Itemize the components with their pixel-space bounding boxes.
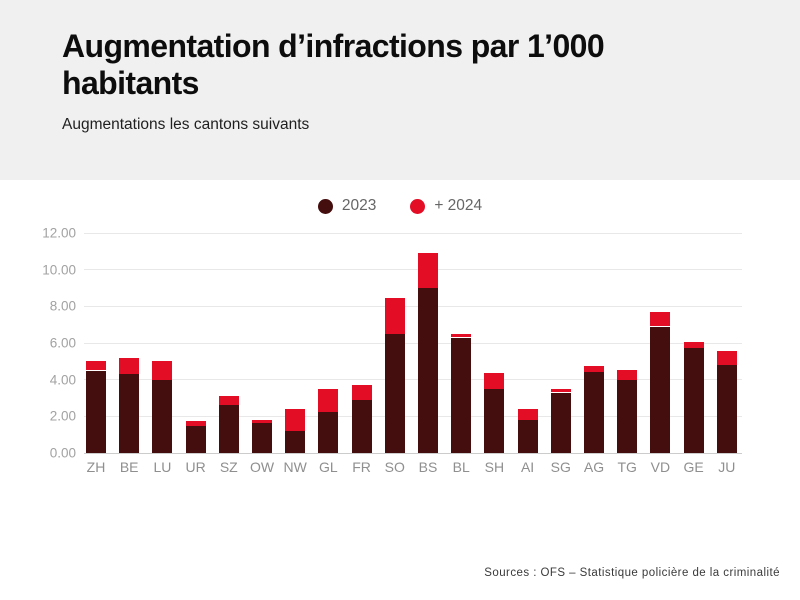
bar-segment-2024-FR	[351, 385, 372, 400]
legend-label: 2023	[341, 197, 377, 214]
x-axis-label-ZH: ZH	[86, 459, 106, 475]
x-axis-label-TG: TG	[617, 459, 637, 475]
bar-segment-2024-BS	[418, 253, 438, 288]
bar-segment-2023-SG	[550, 392, 571, 453]
bar-segment-2024-BE	[119, 357, 140, 375]
gridline-2.00	[84, 415, 742, 417]
bar-segment-2023-GL	[318, 411, 339, 453]
x-axis-label-UR: UR	[185, 459, 206, 475]
legend-item-2024: + 2024	[410, 197, 482, 215]
bar-segment-2023-ZH	[86, 370, 106, 453]
legend-label: + 2024	[434, 197, 483, 214]
x-axis-label-BL: BL	[452, 459, 470, 475]
x-axis-label-GE: GE	[683, 459, 704, 475]
bar-segment-2024-SO	[384, 298, 405, 334]
gridline-4.00	[84, 379, 742, 381]
x-axis-label-SH: SH	[484, 459, 505, 475]
bar-segment-2024-SH	[484, 373, 505, 389]
gridline-0.00	[84, 452, 742, 454]
x-axis-label-VD: VD	[650, 459, 671, 475]
bar-segment-2024-AI	[517, 409, 538, 420]
x-axis-label-FR: FR	[352, 459, 371, 475]
bar-segment-2023-TG	[617, 379, 638, 453]
header: Augmentation d’infractions par 1’000 hab…	[0, 0, 800, 180]
x-axis-label-BS: BS	[418, 459, 438, 475]
bar-segment-2024-AG	[584, 365, 604, 373]
x-axis-label-LU: LU	[153, 459, 172, 475]
bar-segment-2023-SZ	[218, 405, 239, 453]
y-axis-tick-label: 0.00	[49, 445, 76, 461]
bar-segment-2023-SO	[384, 333, 405, 453]
y-axis-tick-label: 8.00	[49, 298, 76, 314]
bar-segment-2023-NW	[285, 431, 306, 453]
bar-segment-2023-AG	[584, 372, 604, 453]
y-axis-tick-label: 12.00	[42, 225, 76, 241]
x-axis-label-BE: BE	[119, 459, 139, 475]
bar-segment-2023-FR	[351, 399, 372, 453]
bar-segment-2024-TG	[617, 369, 638, 380]
bar-segment-2023-LU	[152, 379, 173, 453]
bar-segment-2024-SG	[550, 388, 571, 393]
source-note: Sources : OFS – Statistique policière de…	[484, 567, 780, 579]
bar-segment-2024-NW	[285, 409, 306, 431]
bar-segment-2024-ZH	[86, 361, 106, 371]
x-axis-label-OW: OW	[249, 459, 275, 475]
bar-segment-2023-BL	[451, 337, 472, 453]
gridline-10.00	[84, 269, 742, 271]
bar-segment-2024-SZ	[218, 396, 239, 406]
bar-segment-2023-JU	[716, 365, 737, 453]
bar-segment-2024-LU	[152, 361, 173, 380]
bar-segment-2024-UR	[185, 420, 206, 427]
y-axis-tick-label: 10.00	[42, 262, 76, 278]
x-axis-label-NW: NW	[283, 459, 307, 475]
x-axis-label-SO: SO	[384, 459, 405, 475]
bar-segment-2024-JU	[716, 351, 737, 365]
legend-item-2023: 2023	[317, 197, 377, 215]
bar-segment-2024-VD	[650, 311, 671, 327]
x-axis-label-SZ: SZ	[219, 459, 238, 475]
bar-segment-2023-BE	[119, 374, 140, 453]
x-axis-label-JU: JU	[718, 459, 736, 475]
bar-segment-2024-BL	[451, 333, 472, 338]
legend-dot-icon	[317, 198, 333, 214]
bar-segment-2023-VD	[650, 326, 671, 453]
bar-segment-2023-SH	[484, 388, 505, 453]
bar-segment-2023-GE	[683, 347, 704, 453]
chart-title: Augmentation d’infractions par 1’000 hab…	[62, 28, 605, 101]
bar-segment-2023-UR	[185, 426, 206, 453]
y-axis-tick-label: 2.00	[49, 408, 76, 424]
bar-segment-2024-OW	[252, 420, 272, 423]
x-axis-label-SG: SG	[550, 459, 571, 475]
chart-subtitle: Augmentations les cantons suivants	[62, 116, 310, 133]
bar-segment-2024-GE	[683, 342, 704, 348]
y-axis-tick-label: 6.00	[49, 335, 76, 351]
y-axis-tick-label: 4.00	[49, 372, 76, 388]
legend-dot-icon	[410, 198, 426, 214]
x-axis-label-AG: AG	[583, 459, 605, 475]
x-axis-label-GL: GL	[319, 459, 338, 475]
bar-segment-2023-BS	[418, 288, 438, 453]
chart-legend: 2023 + 2024	[0, 196, 800, 216]
bar-segment-2023-OW	[252, 422, 272, 453]
gridline-8.00	[84, 305, 742, 307]
bar-segment-2023-AI	[517, 420, 538, 453]
gridline-12.00	[84, 232, 742, 234]
x-axis-label-AI: AI	[520, 459, 535, 475]
gridline-6.00	[84, 342, 742, 344]
bar-segment-2024-GL	[318, 388, 339, 412]
